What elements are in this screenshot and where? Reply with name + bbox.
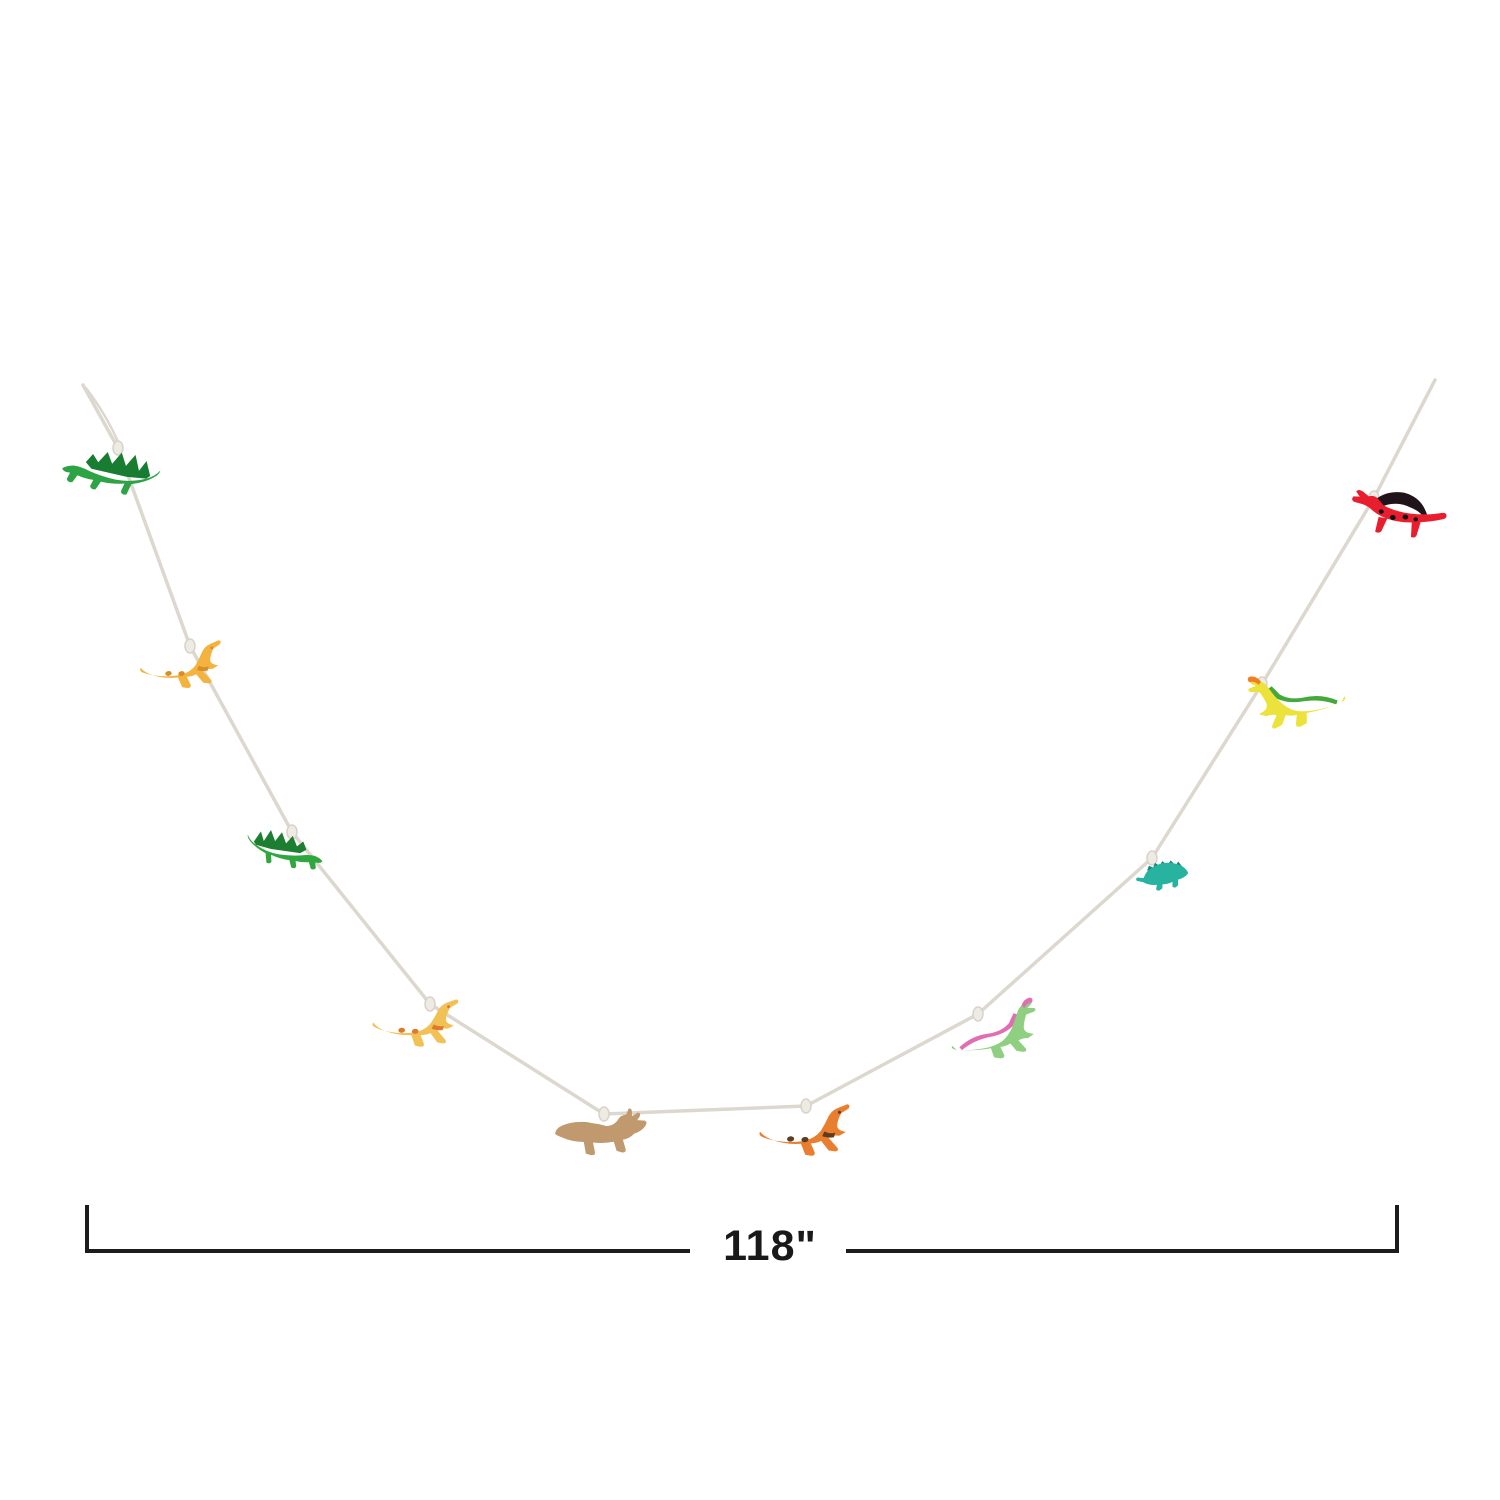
dino-raptor-orange: [759, 1104, 850, 1156]
string-clip-icon: [424, 996, 436, 1012]
dimension-line: [85, 1205, 1399, 1253]
string-clip-icon: [1146, 850, 1158, 866]
dino-stegosaurus-green: [62, 452, 161, 495]
string-clip-icon: [112, 440, 124, 456]
string-clip-icon: [598, 1106, 610, 1122]
string-clip-icon: [184, 638, 196, 654]
dino-ankylosaurus-teal: [1136, 860, 1189, 891]
dimension-label: 118": [723, 1222, 817, 1270]
garland-string-loop: [85, 387, 121, 445]
dino-dilophosaurus-yellow-green: [1247, 676, 1346, 729]
dino-trex-yellow-2: [372, 999, 459, 1047]
dino-trex-yellow: [140, 640, 221, 689]
dino-triceratops-tan: [555, 1108, 647, 1156]
string-clip-icon: [972, 1006, 984, 1022]
dino-spinosaurus-red: [1352, 489, 1447, 538]
dino-stegosaurus-green-2: [247, 829, 323, 870]
garland-string: [81, 378, 1437, 1116]
dino-parasaurolophus-green-pink: [951, 997, 1036, 1059]
string-clip-icon: [800, 1098, 812, 1114]
